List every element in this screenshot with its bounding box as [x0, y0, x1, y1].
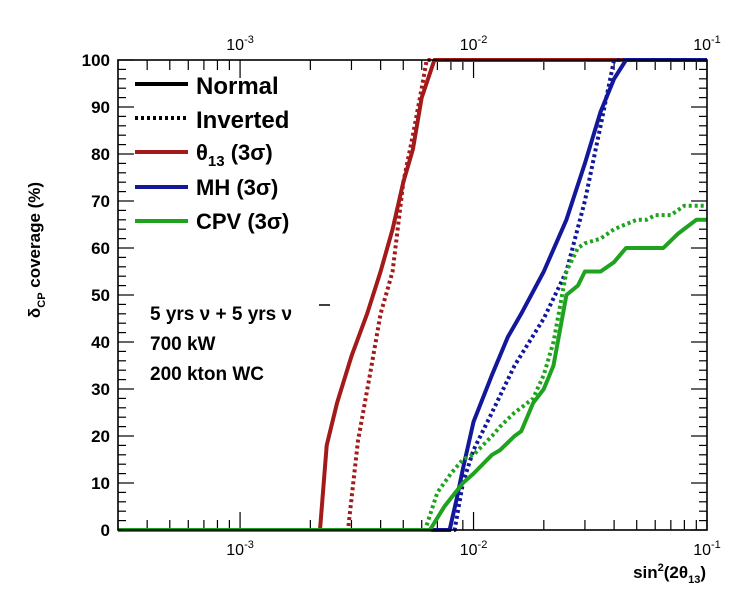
annotation-line-2: 700 kW [150, 334, 216, 355]
annotation: 5 yrs ν + 5 yrs ν 700 kW 200 kton WC [150, 304, 330, 385]
y-tick-label: 0 [101, 521, 110, 540]
x-axis-title-main: sin [633, 563, 658, 582]
x-tick-exp: -1 [711, 539, 721, 551]
y-axis-title-delta: δ [25, 308, 44, 318]
y-tick-label: 20 [91, 427, 110, 446]
x-tick-label: 10-1 [693, 539, 721, 559]
y-tick-label: 60 [91, 239, 110, 258]
legend: Normal Inverted θ13 (3σ) MH (3σ) CPV (3σ… [135, 73, 289, 234]
legend-theta13-sub: 13 [208, 153, 225, 170]
y-tick-label: 40 [91, 333, 110, 352]
series-layer [118, 58, 707, 532]
legend-normal-label: Normal [196, 73, 279, 100]
x-tick-exp: -1 [711, 34, 721, 46]
x-tick-exp: -2 [478, 539, 488, 551]
annotation-line-1: 5 yrs ν + 5 yrs ν [150, 304, 292, 325]
x-tick-label-top: 10-2 [460, 34, 488, 54]
y-tick-label: 30 [91, 380, 110, 399]
legend-inverted-label: Inverted [196, 107, 289, 134]
x-tick-label: 10-2 [460, 539, 488, 559]
x-axis-title-sub: 13 [688, 574, 700, 586]
x-tick-label-top: 10-1 [693, 34, 721, 54]
y-tick-label: 10 [91, 474, 110, 493]
y-tick-label: 70 [91, 192, 110, 211]
plot-frame [117, 59, 708, 531]
y-tick-labels: 0 10 20 30 40 50 60 70 80 90 100 [82, 51, 110, 540]
legend-theta13-main: θ [196, 140, 208, 165]
x-tick-base: 10 [226, 37, 244, 54]
series-line-4 [118, 217, 707, 532]
y-axis-title: δCP coverage (%) [25, 182, 48, 318]
x-axis-title: sin2(2θ13) [633, 562, 706, 586]
series-line-1 [118, 58, 707, 532]
axis-ticks [117, 59, 708, 531]
x-tick-base: 10 [693, 542, 711, 559]
x-tick-exp: -3 [244, 34, 254, 46]
annotation-line-1-a: 5 yrs ν + 5 yrs [150, 304, 282, 325]
legend-mh-label: MH (3σ) [196, 175, 278, 200]
x-axis-title-end: ) [700, 563, 706, 582]
x-tick-label: 10-3 [226, 539, 254, 559]
y-tick-label: 80 [91, 145, 110, 164]
annotation-line-1-b: ν [282, 304, 293, 325]
y-tick-label: 100 [82, 51, 110, 70]
y-axis-title-rest: coverage (%) [25, 182, 44, 293]
x-tick-exp: -3 [244, 539, 254, 551]
x-axis-title-sup: 2 [658, 562, 664, 574]
y-axis-title-sub: CP [36, 292, 48, 307]
y-tick-label: 90 [91, 98, 110, 117]
legend-theta13-label: θ13 (3σ) [196, 140, 273, 170]
x-tick-base: 10 [460, 542, 478, 559]
annotation-line-3: 200 kton WC [150, 364, 264, 385]
series-line-5 [118, 203, 707, 532]
x-tick-base: 10 [693, 37, 711, 54]
x-tick-labels: 10-310-310-210-210-110-1 [226, 34, 721, 559]
y-tick-label: 50 [91, 286, 110, 305]
x-tick-label-top: 10-3 [226, 34, 254, 54]
legend-cpv-label: CPV (3σ) [196, 209, 289, 234]
x-tick-base: 10 [226, 542, 244, 559]
x-tick-base: 10 [460, 37, 478, 54]
series-line-3 [118, 58, 707, 532]
x-axis-title-rest: (2θ [664, 563, 688, 582]
legend-theta13-rest: (3σ) [225, 140, 273, 165]
x-tick-exp: -2 [478, 34, 488, 46]
series-line-0 [118, 58, 707, 532]
